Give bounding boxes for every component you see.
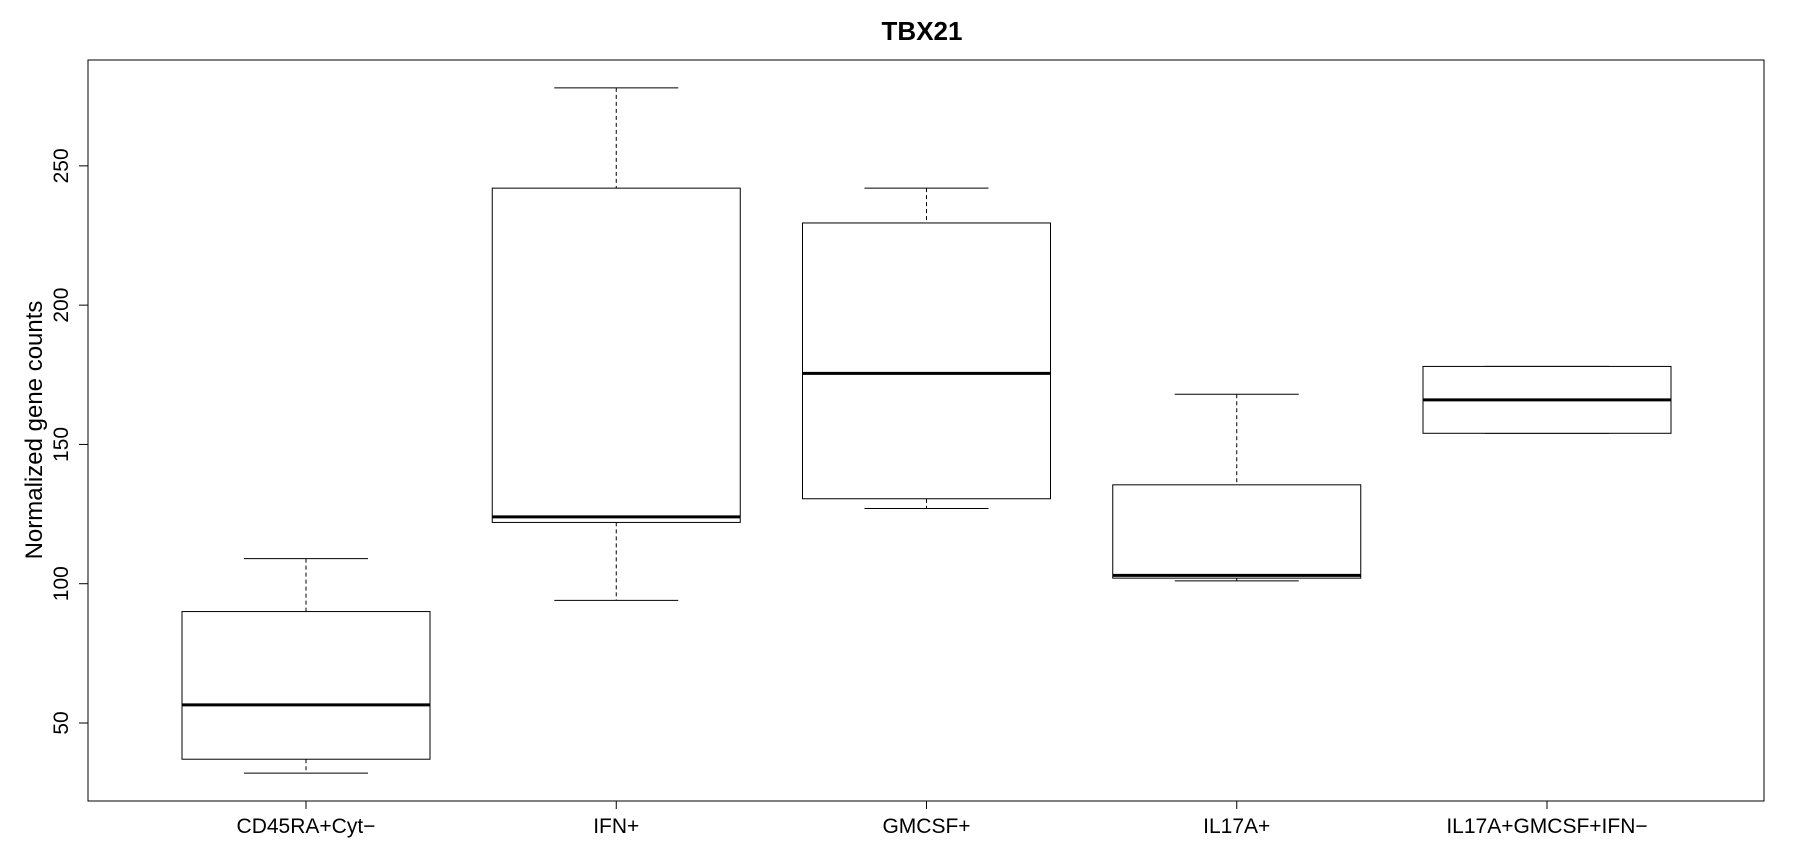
box-group-1 <box>181 558 431 774</box>
box-group-5 <box>1422 365 1672 434</box>
x-tick-label: CD45RA+Cyt− <box>237 815 376 838</box>
box-iqr <box>181 611 431 760</box>
y-axis: 50 100 150 200 250 <box>50 148 89 735</box>
boxes <box>181 87 1672 774</box>
y-tick-label: 250 <box>50 148 73 183</box>
box-group-2 <box>491 87 741 601</box>
y-tick-label: 50 <box>50 711 73 734</box>
y-axis-label: Normalized gene counts <box>21 301 48 560</box>
chart-title: TBX21 <box>882 16 963 46</box>
y-tick-label: 100 <box>50 566 73 601</box>
box-iqr <box>1112 484 1362 579</box>
box-iqr <box>802 222 1051 500</box>
y-tick-label: 150 <box>50 427 73 462</box>
box-group-4 <box>1112 393 1362 582</box>
x-axis: CD45RA+Cyt− IFN+ GMCSF+ IL17A+ IL17A+GMCSF+I… <box>237 801 1648 838</box>
box-iqr <box>491 187 741 523</box>
x-tick-label: GMCSF+ <box>882 815 970 838</box>
box-group-3 <box>802 187 1051 509</box>
y-tick-label: 200 <box>50 288 73 323</box>
x-tick-label: IFN+ <box>593 815 639 838</box>
x-tick-label: IL17A+ <box>1203 815 1270 838</box>
x-tick-label: IL17A+GMCSF+IFN− <box>1446 815 1647 838</box>
